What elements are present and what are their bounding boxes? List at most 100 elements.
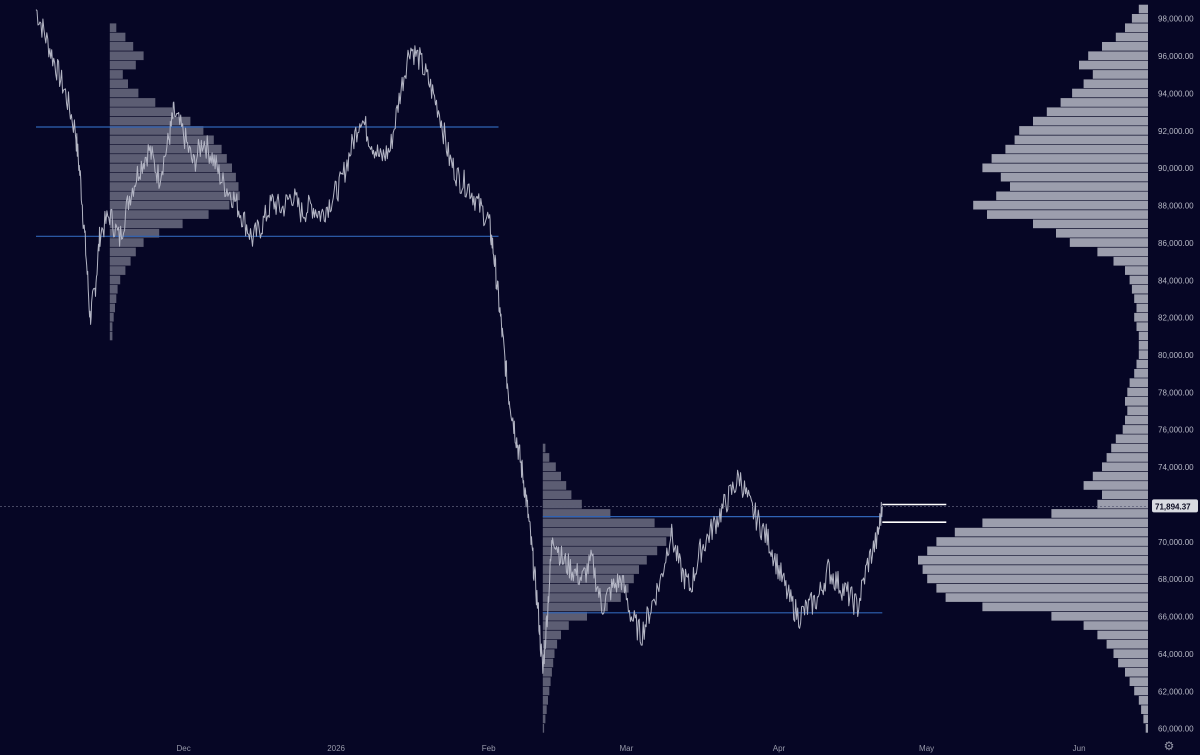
volume-profile-2-bar bbox=[996, 191, 1148, 201]
volume-profile-1-bar bbox=[542, 686, 550, 696]
volume-profile-0-bar bbox=[109, 135, 214, 145]
volume-profile-2-bar bbox=[1033, 116, 1148, 126]
volume-profile-2-bar bbox=[973, 200, 1148, 210]
y-tick-label: 60,000.00 bbox=[1158, 725, 1194, 734]
volume-profile-1-bar bbox=[542, 518, 655, 528]
volume-profile-2-bar bbox=[1136, 359, 1148, 369]
volume-profile-1-bar bbox=[542, 555, 647, 565]
volume-profile-2-bar bbox=[1069, 238, 1148, 247]
volume-profile-1-bar bbox=[542, 724, 545, 733]
volume-profile-2-bar bbox=[1143, 714, 1148, 724]
y-tick-label: 66,000.00 bbox=[1158, 613, 1194, 622]
volume-profile-2-bar bbox=[1097, 247, 1148, 257]
volume-profile-2-bar bbox=[1122, 425, 1148, 434]
volume-profile-0-bar bbox=[109, 126, 204, 135]
x-tick-label: Feb bbox=[482, 744, 496, 753]
volume-profile-2-bar bbox=[1046, 107, 1148, 117]
y-tick-label: 92,000.00 bbox=[1158, 127, 1194, 136]
volume-profile-2-bar bbox=[1113, 649, 1148, 658]
volume-profile-0-bar bbox=[109, 51, 144, 61]
volume-profile-0-bar bbox=[109, 70, 123, 79]
volume-profile-2-bar bbox=[1113, 256, 1148, 266]
volume-profile-1-bar bbox=[542, 677, 551, 686]
volume-profile-1-bar bbox=[542, 649, 555, 658]
volume-profile-2-bar bbox=[1115, 32, 1148, 42]
volume-profile-0-bar bbox=[109, 23, 117, 33]
volume-profile-2-bar bbox=[922, 565, 1148, 574]
volume-profile-0-bar bbox=[109, 107, 173, 117]
volume-profile-2-bar bbox=[1134, 294, 1148, 303]
volume-profile-0-bar bbox=[109, 266, 126, 275]
y-tick-label: 90,000.00 bbox=[1158, 164, 1194, 173]
volume-profile-2-bar bbox=[1134, 686, 1148, 696]
volume-profile-2-bar bbox=[1056, 228, 1148, 238]
y-tick-label: 86,000.00 bbox=[1158, 239, 1194, 248]
volume-profile-2-bar bbox=[1083, 79, 1148, 89]
volume-profile-1-bar bbox=[542, 509, 611, 518]
volume-profile-2-bar bbox=[1106, 639, 1148, 649]
volume-profile-1-bar bbox=[542, 658, 554, 668]
volume-profile-1-bar bbox=[542, 537, 667, 546]
y-tick-label: 76,000.00 bbox=[1158, 426, 1194, 435]
volume-profile-2-bar bbox=[991, 154, 1148, 163]
volume-profile-1-bar bbox=[542, 593, 621, 602]
volume-profile-0-bar bbox=[109, 60, 136, 70]
volume-profile-2-bar bbox=[1129, 275, 1148, 285]
volume-profile-1-bar bbox=[542, 714, 546, 724]
x-tick-label: Apr bbox=[773, 744, 786, 753]
volume-profile-0-bar bbox=[109, 284, 118, 294]
volume-profile-1-bar bbox=[542, 611, 587, 621]
volume-profile-0-bar bbox=[109, 331, 113, 341]
volume-profile-2-bar bbox=[1092, 70, 1148, 79]
volume-profile-1-bar bbox=[542, 705, 547, 714]
volume-profile-1-bar bbox=[542, 574, 634, 584]
volume-profile-2-bar bbox=[1083, 621, 1148, 630]
volume-profile-2-bar bbox=[1014, 135, 1148, 145]
volume-profile-2-bar bbox=[1102, 462, 1148, 472]
volume-profile-1-bar bbox=[542, 639, 558, 649]
volume-profile-2-bar bbox=[1106, 453, 1148, 462]
y-tick-label: 80,000.00 bbox=[1158, 351, 1194, 360]
volume-profile-1-bar bbox=[542, 546, 658, 556]
volume-profile-0-bar bbox=[109, 32, 126, 42]
volume-profile-2-bar bbox=[1127, 406, 1148, 416]
volume-profile-2-bar bbox=[1118, 658, 1148, 668]
volume-profile-2-bar bbox=[1125, 415, 1148, 425]
volume-profile-0-bar bbox=[109, 116, 191, 126]
volume-profile-2-bar bbox=[1115, 434, 1148, 444]
volume-profile-1-bar bbox=[542, 630, 561, 640]
volume-profile-0-bar bbox=[109, 219, 183, 229]
x-tick-label: May bbox=[919, 744, 934, 753]
volume-profile-2-bar bbox=[1129, 677, 1148, 686]
volume-profile-0-bar bbox=[109, 163, 232, 173]
x-tick-label: Dec bbox=[176, 744, 190, 753]
volume-profile-1-bar bbox=[542, 565, 639, 574]
settings-gear-icon[interactable]: ⚙ bbox=[1163, 739, 1175, 753]
volume-profile-1-bar bbox=[542, 453, 550, 462]
volume-profile-2-bar bbox=[918, 555, 1148, 565]
volume-profile-2-bar bbox=[1134, 369, 1148, 378]
last-price-badge bbox=[1152, 499, 1198, 513]
volume-profile-2-bar bbox=[1072, 88, 1148, 98]
volume-profile-1-bar bbox=[542, 583, 629, 593]
volume-profile-0-bar bbox=[109, 294, 117, 303]
volume-profile-2-bar bbox=[1125, 266, 1148, 275]
volume-profile-1-bar bbox=[542, 462, 556, 472]
y-tick-label: 84,000.00 bbox=[1158, 276, 1194, 285]
volume-profile-2-bar bbox=[1141, 705, 1148, 714]
volume-profile-2-bar bbox=[1138, 331, 1148, 341]
volume-profile-2-bar bbox=[1131, 14, 1148, 23]
volume-profile-0-bar bbox=[109, 191, 240, 201]
volume-profile-0-bar bbox=[109, 154, 227, 163]
y-tick-label: 64,000.00 bbox=[1158, 650, 1194, 659]
volume-profile-2-bar bbox=[1088, 51, 1148, 61]
volume-profile-2-bar bbox=[1136, 322, 1148, 331]
volume-profile-1-bar bbox=[542, 481, 567, 490]
volume-profile-1-bar bbox=[542, 602, 608, 612]
volume-profile-2-bar bbox=[1000, 172, 1148, 182]
volume-profile-2-bar bbox=[987, 210, 1148, 219]
x-tick-label: Jun bbox=[1073, 744, 1086, 753]
volume-profile-0-bar bbox=[109, 42, 134, 51]
